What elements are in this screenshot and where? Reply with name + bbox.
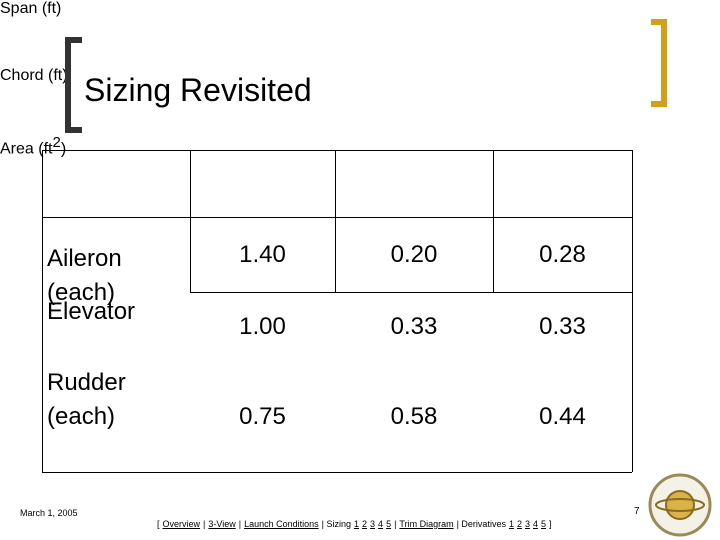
header-cell: Area (ft2): [0, 134, 139, 201]
header-text: Area (ft: [0, 140, 53, 158]
nav-link[interactable]: 2: [516, 519, 522, 529]
nav-link[interactable]: 4: [533, 519, 539, 529]
border: [190, 292, 632, 293]
table-cell: 1.40: [239, 240, 286, 268]
nav-text: |: [238, 519, 242, 529]
nav-text: |: [203, 519, 206, 529]
header-cell: Chord (ft): [0, 67, 158, 134]
date: March 1, 2005: [20, 508, 78, 518]
nav-link[interactable]: 1: [508, 519, 514, 529]
table-cell: 0.33: [539, 313, 586, 340]
table-cell: 0.58: [390, 403, 438, 430]
nav-link[interactable]: 4: [378, 519, 384, 529]
header-text: Chord (ft): [0, 67, 68, 84]
logo: [648, 473, 712, 537]
border: [42, 217, 632, 218]
table-cell: 0.44: [539, 403, 586, 430]
row-label: Aileron (each): [47, 245, 122, 306]
nav-link[interactable]: 3-View: [208, 519, 236, 529]
nav-link[interactable]: 3: [370, 519, 376, 529]
superscript: 2: [52, 134, 61, 151]
table-cell: 1.00: [239, 313, 286, 340]
table-cell: 0.33: [390, 313, 438, 340]
nav-link[interactable]: Overview: [162, 519, 201, 529]
nav-link[interactable]: 5: [541, 519, 547, 529]
nav-text: |: [394, 519, 397, 529]
border: [632, 150, 633, 472]
header-text: ): [60, 140, 67, 158]
border: [335, 150, 336, 292]
border: [190, 150, 191, 292]
page-number: 7: [634, 506, 640, 517]
border: [493, 150, 494, 292]
table-cell: 0.75: [239, 403, 286, 430]
nav-link[interactable]: 5: [386, 519, 392, 529]
table-cell: 0.20: [390, 240, 438, 268]
row-label: Elevator: [47, 298, 136, 325]
header-cell: Span (ft): [0, 0, 145, 67]
header-text: Span (ft): [0, 0, 62, 17]
nav-link[interactable]: 3: [524, 519, 530, 529]
nav-text: [: [157, 519, 160, 529]
nav-link[interactable]: 1: [354, 519, 360, 529]
right-bracket: [651, 19, 667, 107]
nav-text: | Sizing: [321, 519, 351, 529]
nav-text: ]: [549, 519, 552, 529]
table: Span (ft) Chord (ft) Area (ft2) Aileron (ea…: [0, 0, 720, 473]
row-label: Rudder (each): [47, 369, 126, 430]
nav-link[interactable]: Trim Diagram: [399, 519, 454, 529]
nav-link[interactable]: 2: [362, 519, 368, 529]
table-cell: 0.28: [539, 240, 586, 268]
border: [42, 150, 43, 472]
border: [42, 150, 632, 151]
nav-link[interactable]: Launch Conditions: [244, 519, 319, 529]
left-bracket: [65, 37, 82, 133]
nav-bar: [Overview | 3-View | Launch Conditions | Sizi…: [157, 519, 555, 529]
nav-text: | Derivatives: [456, 519, 506, 529]
slide-title: Sizing Revisited: [84, 72, 312, 108]
border: [42, 472, 632, 473]
